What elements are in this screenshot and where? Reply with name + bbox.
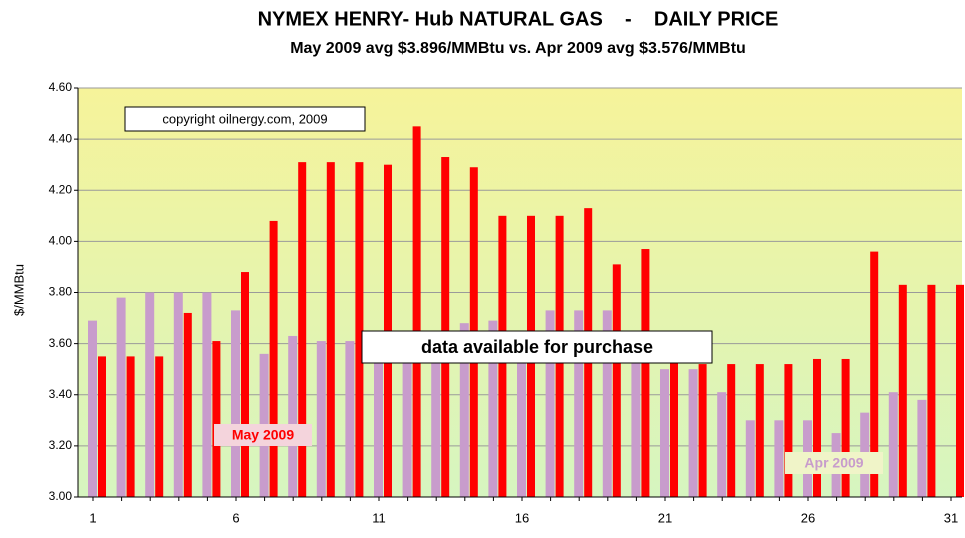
bar xyxy=(183,312,192,497)
bar xyxy=(212,341,221,497)
bar xyxy=(241,272,249,497)
bar xyxy=(545,310,555,497)
annotation: copyright oilnergy.com, 2009 xyxy=(162,111,327,126)
y-tick-label: 3.80 xyxy=(49,285,73,299)
x-tick-label: 16 xyxy=(515,510,529,525)
bar xyxy=(374,356,383,497)
bar xyxy=(898,284,907,497)
bar xyxy=(660,369,669,497)
bar xyxy=(231,310,240,497)
bar xyxy=(670,356,678,497)
bar xyxy=(602,310,612,497)
bar xyxy=(717,392,727,497)
bar xyxy=(688,369,698,497)
legend-box xyxy=(214,424,312,446)
bar xyxy=(345,341,355,497)
bar xyxy=(927,284,936,497)
bar xyxy=(288,335,298,497)
y-tick-label: 4.60 xyxy=(49,80,73,94)
bar xyxy=(155,356,164,497)
legend-label: Apr 2009 xyxy=(804,455,863,471)
bar xyxy=(412,126,421,497)
legend-label: May 2009 xyxy=(232,427,294,443)
y-tick-label: 4.20 xyxy=(49,182,73,196)
bar xyxy=(316,341,326,497)
bar xyxy=(698,364,707,497)
annotation-box xyxy=(124,106,366,132)
bar xyxy=(145,292,155,497)
bar xyxy=(459,323,469,497)
annotation-box xyxy=(361,330,713,364)
bar xyxy=(116,297,126,497)
chart-subtitle: May 2009 avg $3.896/MMBtu vs. Apr 2009 a… xyxy=(290,40,746,57)
bar xyxy=(326,162,335,497)
bar xyxy=(870,251,879,497)
bar xyxy=(402,356,412,497)
y-tick-label: 4.40 xyxy=(49,131,73,145)
bar xyxy=(888,392,898,497)
bar xyxy=(841,358,850,497)
y-tick-label: 3.40 xyxy=(49,387,73,401)
chart-title: NYMEX HENRY- Hub NATURAL GAS - DAILY PRI… xyxy=(258,8,779,30)
bar xyxy=(641,249,650,497)
x-tick-label: 1 xyxy=(89,510,96,525)
bar xyxy=(631,343,641,497)
bar xyxy=(269,220,278,498)
y-tick-label: 3.60 xyxy=(49,336,73,350)
y-tick-label: 3.20 xyxy=(49,438,73,452)
bar xyxy=(202,292,212,497)
annotation: data available for purchase xyxy=(421,337,653,357)
bar xyxy=(441,157,450,498)
bar xyxy=(98,356,106,497)
x-tick-label: 26 xyxy=(801,510,815,525)
bar xyxy=(612,264,621,497)
y-axis-label: $/MMBtu xyxy=(11,264,26,316)
bar xyxy=(784,364,793,497)
bar xyxy=(755,364,764,497)
bar xyxy=(298,162,307,497)
bar xyxy=(488,320,498,497)
bar xyxy=(126,356,135,497)
x-tick-label: 31 xyxy=(944,510,958,525)
x-tick-label: 11 xyxy=(372,510,386,525)
bar xyxy=(173,292,183,497)
x-tick-label: 21 xyxy=(658,510,672,525)
bar xyxy=(355,162,364,497)
bar xyxy=(956,284,964,497)
bar xyxy=(774,420,784,497)
bar xyxy=(431,343,441,497)
x-tick-label: 6 xyxy=(232,510,239,525)
bar xyxy=(813,358,821,497)
bar xyxy=(727,364,736,497)
y-tick-label: 3.00 xyxy=(49,489,73,503)
bar xyxy=(517,343,526,497)
bar xyxy=(917,399,927,497)
bar xyxy=(745,420,755,497)
y-tick-label: 4.00 xyxy=(49,234,73,248)
bar xyxy=(88,320,97,497)
bar xyxy=(574,310,584,497)
legend-box xyxy=(785,452,883,474)
